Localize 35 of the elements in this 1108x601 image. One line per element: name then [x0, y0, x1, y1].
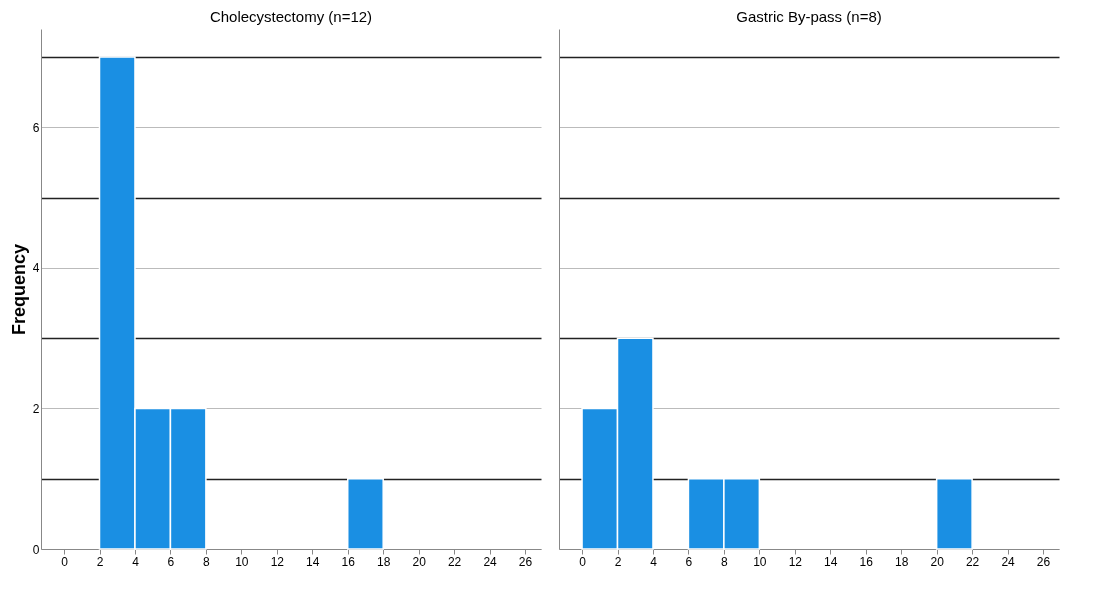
x-tick-label: 12	[270, 554, 285, 569]
y-axis-title: Frequency	[8, 243, 29, 336]
x-tick-label: 10	[235, 554, 249, 569]
x-tick-label: 10	[753, 554, 767, 569]
x-tick-label: 8	[721, 554, 729, 569]
x-tick-label: 0	[61, 554, 69, 569]
y-tick-label: 6	[32, 120, 40, 135]
x-tick-label: 18	[377, 554, 391, 569]
x-tick-label: 24	[483, 554, 498, 569]
x-tick-label: 0	[579, 554, 587, 569]
y-tick-label: 0	[32, 542, 40, 557]
x-tick-label: 6	[167, 554, 175, 569]
x-tick-label: 24	[1001, 554, 1016, 569]
y-tick-label: 4	[32, 261, 40, 276]
x-tick-label: 20	[930, 554, 945, 569]
x-tick-label: 26	[1036, 554, 1051, 569]
x-tick-label: 4	[132, 554, 140, 569]
chart-title: Cholecystectomy (n=12)	[209, 8, 373, 25]
x-tick-label: 20	[412, 554, 427, 569]
x-tick-label: 18	[895, 554, 909, 569]
x-tick-label: 12	[788, 554, 803, 569]
x-tick-label: 14	[824, 554, 838, 569]
y-tick-label: 2	[32, 401, 40, 416]
x-tick-label: 16	[859, 554, 874, 569]
x-tick-label: 8	[203, 554, 211, 569]
x-tick-label: 26	[518, 554, 533, 569]
x-tick-label: 14	[306, 554, 320, 569]
x-tick-label: 22	[965, 554, 980, 569]
x-tick-label: 2	[96, 554, 104, 569]
x-tick-label: 16	[341, 554, 356, 569]
x-tick-label: 4	[650, 554, 658, 569]
x-tick-label: 6	[685, 554, 693, 569]
chart-title: Gastric By-pass (n=8)	[736, 8, 882, 25]
x-tick-label: 2	[614, 554, 622, 569]
x-tick-label: 22	[447, 554, 462, 569]
